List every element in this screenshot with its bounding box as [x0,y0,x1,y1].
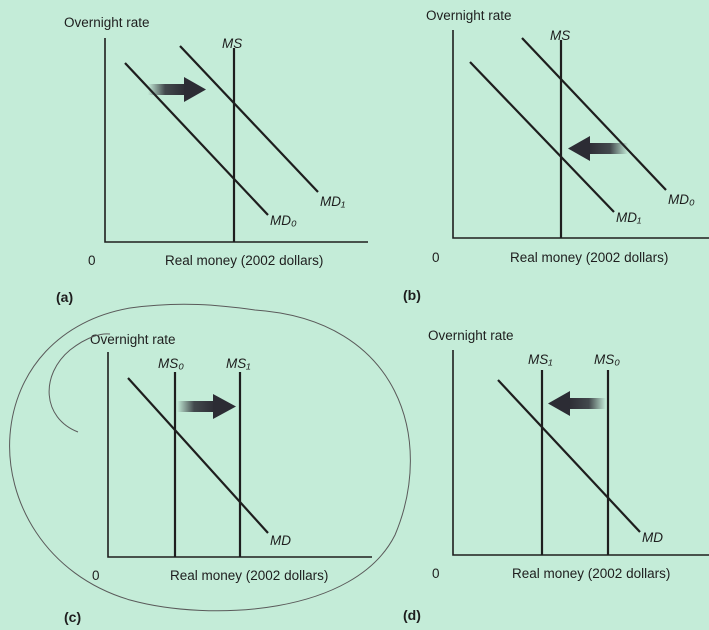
x-axis-label: Real money (2002 dollars) [512,566,670,581]
left-shift-arrow-icon [568,136,628,161]
panel-label: (b) [403,287,421,303]
x-axis-label: Real money (2002 dollars) [165,253,323,268]
supply-label: MS [550,28,570,43]
axes [107,352,372,558]
right-shift-arrow-icon [148,77,206,102]
panel-b: Overnight rate 0 Real money (2002 dollar… [403,8,709,303]
demand-label-md0: MD₀ [668,192,695,207]
origin-label: 0 [432,250,440,265]
x-axis-label: Real money (2002 dollars) [170,568,328,583]
panel-c: Overnight rate 0 Real money (2002 dollar… [9,303,411,625]
demand-label-md1: MD₁ [616,210,641,225]
right-shift-arrow-icon [177,394,236,419]
hand-drawn-loop [48,333,111,433]
left-shift-arrow-icon [548,391,606,416]
origin-label: 0 [88,253,96,268]
y-axis-label: Overnight rate [428,328,514,343]
panel-label: (a) [56,289,73,305]
y-axis-label: Overnight rate [426,8,512,23]
demand-label-md: MD [642,530,663,545]
origin-label: 0 [92,568,100,583]
demand-curve-md [127,377,269,534]
panel-label: (d) [403,607,421,623]
hand-drawn-circle [9,303,411,612]
origin-label: 0 [432,566,440,581]
y-axis-label: Overnight rate [90,332,176,347]
axes [104,38,368,243]
supply-label: MS [222,36,242,51]
supply-label-ms1: MS₁ [528,352,553,367]
demand-curve-md1 [179,45,319,193]
demand-curve-md [497,379,641,533]
axes [452,30,709,239]
demand-curve-md0 [521,37,667,191]
demand-label-md: MD [270,533,291,548]
x-axis-label: Real money (2002 dollars) [510,250,668,265]
demand-curve-md1 [469,61,615,213]
supply-label-ms0: MS₀ [158,356,184,371]
panel-label: (c) [64,609,81,625]
supply-label-ms0: MS₀ [594,352,620,367]
y-axis-label: Overnight rate [64,15,150,30]
panel-d: Overnight rate 0 Real money (2002 dollar… [403,328,709,623]
demand-label-md0: MD₀ [270,213,297,228]
axes [452,350,709,556]
panel-a: Overnight rate 0 Real money (2002 dollar… [56,15,368,305]
demand-label-md1: MD₁ [320,194,345,209]
supply-label-ms1: MS₁ [226,356,251,371]
